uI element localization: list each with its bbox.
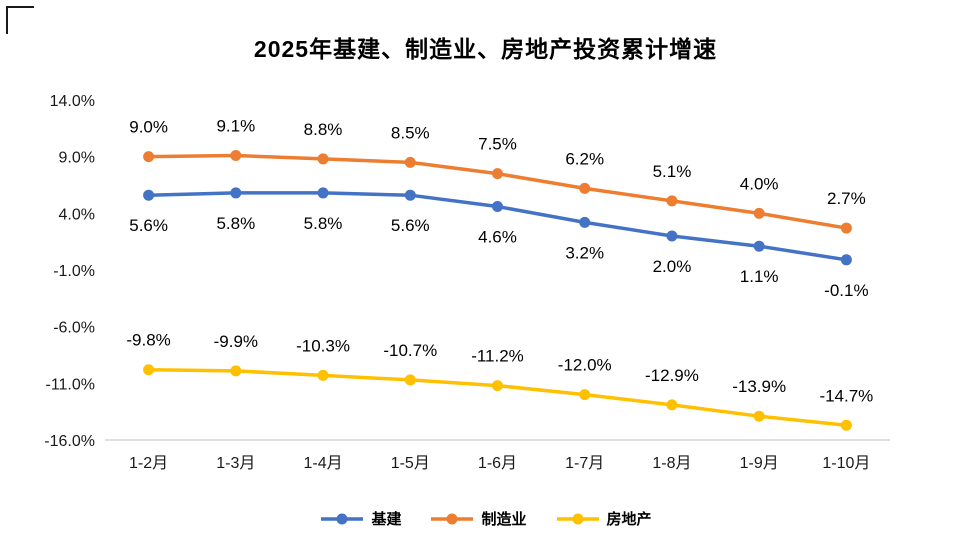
x-tick-label: 1-5月 bbox=[391, 455, 430, 472]
data-point bbox=[492, 380, 503, 392]
data-label: -9.8% bbox=[126, 331, 170, 350]
legend-item-0: 基建 bbox=[319, 508, 401, 529]
data-label: 9.1% bbox=[216, 117, 255, 136]
legend-marker-icon bbox=[556, 513, 599, 524]
data-point bbox=[404, 156, 416, 168]
x-tick-label: 1-10月 bbox=[822, 455, 870, 472]
data-point bbox=[317, 369, 329, 381]
corner-border-mark bbox=[6, 6, 34, 34]
data-label: 1.1% bbox=[740, 267, 779, 286]
data-label: -10.3% bbox=[296, 336, 350, 355]
chart-legend: 基建 制造业 房地产 bbox=[0, 508, 971, 529]
data-label: -13.9% bbox=[732, 377, 786, 396]
data-label: 5.8% bbox=[304, 214, 343, 233]
data-label: -12.0% bbox=[558, 356, 612, 375]
data-point bbox=[840, 419, 852, 431]
data-point bbox=[143, 189, 155, 201]
data-label: -11.2% bbox=[471, 347, 524, 366]
data-label: -10.7% bbox=[383, 341, 437, 360]
y-tick-label: -16.0% bbox=[44, 433, 95, 450]
data-point bbox=[579, 182, 591, 194]
data-point bbox=[492, 201, 503, 213]
data-point bbox=[143, 151, 155, 163]
data-label: 4.0% bbox=[740, 174, 779, 193]
data-label: 7.5% bbox=[478, 135, 517, 154]
data-label: -12.9% bbox=[645, 366, 699, 385]
data-label: -14.7% bbox=[819, 386, 873, 405]
data-label: 6.2% bbox=[565, 149, 604, 168]
data-point bbox=[317, 187, 329, 199]
data-label: -0.1% bbox=[824, 281, 868, 300]
data-label: 5.1% bbox=[653, 162, 692, 181]
legend-marker-icon bbox=[321, 513, 364, 524]
legend-item-2: 房地产 bbox=[555, 508, 652, 529]
data-point bbox=[666, 195, 678, 207]
y-tick-label: -11.0% bbox=[45, 376, 95, 393]
x-tick-label: 1-9月 bbox=[740, 455, 779, 472]
data-label: 9.0% bbox=[129, 118, 168, 137]
data-label: 4.6% bbox=[478, 228, 517, 247]
data-label: 2.0% bbox=[653, 257, 692, 276]
data-point bbox=[840, 222, 852, 234]
data-point bbox=[666, 399, 678, 411]
data-label: 3.2% bbox=[565, 243, 604, 262]
data-point bbox=[230, 187, 242, 199]
legend-label: 房地产 bbox=[606, 511, 652, 528]
data-point bbox=[492, 168, 503, 180]
data-label: 5.6% bbox=[129, 216, 168, 235]
data-label: 2.7% bbox=[827, 189, 866, 208]
x-tick-label: 1-8月 bbox=[652, 455, 691, 472]
x-tick-label: 1-3月 bbox=[216, 455, 255, 472]
legend-label: 制造业 bbox=[481, 511, 527, 528]
data-label: 5.8% bbox=[216, 214, 255, 233]
y-tick-label: 14.0% bbox=[50, 93, 95, 110]
y-tick-label: -1.0% bbox=[53, 263, 95, 280]
y-tick-label: -6.0% bbox=[53, 320, 95, 337]
data-point bbox=[579, 389, 591, 401]
y-tick-label: 4.0% bbox=[59, 206, 95, 223]
data-point bbox=[753, 207, 765, 219]
data-label: 5.6% bbox=[391, 216, 430, 235]
data-label: 8.8% bbox=[304, 120, 343, 139]
data-label: -9.9% bbox=[214, 332, 258, 351]
data-point bbox=[230, 365, 242, 377]
data-point bbox=[317, 153, 329, 165]
data-point bbox=[666, 230, 678, 242]
x-tick-label: 1-2月 bbox=[129, 455, 168, 472]
x-tick-label: 1-6月 bbox=[478, 455, 517, 472]
data-point bbox=[753, 240, 765, 252]
data-label: 8.5% bbox=[391, 123, 430, 142]
data-point bbox=[753, 410, 765, 422]
x-tick-label: 1-4月 bbox=[303, 455, 342, 472]
data-point bbox=[230, 150, 242, 162]
data-point bbox=[404, 374, 416, 386]
legend-label: 基建 bbox=[371, 511, 402, 528]
legend-marker-icon bbox=[431, 513, 474, 524]
legend-item-1: 制造业 bbox=[429, 508, 527, 529]
data-point bbox=[840, 254, 852, 266]
data-point bbox=[143, 364, 155, 376]
data-point bbox=[404, 189, 416, 201]
x-tick-label: 1-7月 bbox=[565, 455, 604, 472]
chart-title: 2025年基建、制造业、房地产投资累计增速 bbox=[253, 36, 718, 62]
data-point bbox=[579, 216, 591, 228]
y-tick-label: 9.0% bbox=[59, 150, 95, 167]
